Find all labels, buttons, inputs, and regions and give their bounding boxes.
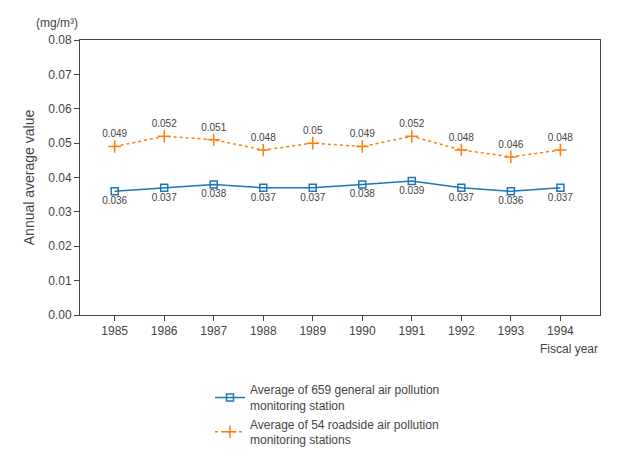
svg-text:0.06: 0.06 (48, 102, 72, 116)
svg-text:0.052: 0.052 (399, 118, 424, 129)
svg-text:0.051: 0.051 (201, 122, 226, 133)
svg-text:1986: 1986 (151, 324, 178, 338)
svg-text:0.049: 0.049 (102, 128, 127, 139)
svg-text:Average of 54 roadside air pol: Average of 54 roadside air pollutionmoni… (250, 418, 439, 448)
svg-text:0.048: 0.048 (449, 132, 474, 143)
svg-text:1989: 1989 (299, 324, 326, 338)
svg-text:0.039: 0.039 (399, 185, 424, 196)
svg-text:1985: 1985 (101, 324, 128, 338)
svg-text:0.049: 0.049 (350, 128, 375, 139)
svg-text:0.05: 0.05 (303, 125, 323, 136)
svg-text:1988: 1988 (250, 324, 277, 338)
svg-text:0.03: 0.03 (48, 205, 72, 219)
svg-text:Fiscal year: Fiscal year (540, 342, 598, 356)
svg-text:0.038: 0.038 (201, 188, 226, 199)
svg-text:0.04: 0.04 (48, 171, 72, 185)
svg-text:0.05: 0.05 (48, 136, 72, 150)
svg-text:0.052: 0.052 (152, 118, 177, 129)
svg-text:0.037: 0.037 (251, 192, 276, 203)
svg-text:(mg/m³): (mg/m³) (36, 16, 78, 30)
svg-text:0.02: 0.02 (48, 239, 72, 253)
svg-text:Average of 659 general air pol: Average of 659 general air pollutionmoni… (250, 383, 439, 413)
svg-text:0.07: 0.07 (48, 68, 72, 82)
svg-text:0.036: 0.036 (102, 195, 127, 206)
svg-text:0.01: 0.01 (48, 274, 72, 288)
svg-text:Annual average value: Annual average value (21, 110, 37, 246)
svg-text:0.048: 0.048 (548, 132, 573, 143)
svg-text:1994: 1994 (547, 324, 574, 338)
svg-text:0.037: 0.037 (449, 192, 474, 203)
svg-text:0.037: 0.037 (300, 192, 325, 203)
svg-text:0.048: 0.048 (251, 132, 276, 143)
svg-text:1987: 1987 (200, 324, 227, 338)
svg-text:0.036: 0.036 (498, 195, 523, 206)
svg-text:1990: 1990 (349, 324, 376, 338)
svg-text:1991: 1991 (398, 324, 425, 338)
svg-text:0.08: 0.08 (48, 33, 72, 47)
svg-text:0.037: 0.037 (152, 192, 177, 203)
svg-text:0.00: 0.00 (48, 308, 72, 322)
svg-text:0.046: 0.046 (498, 139, 523, 150)
svg-text:1993: 1993 (498, 324, 525, 338)
svg-text:0.038: 0.038 (350, 188, 375, 199)
svg-text:0.037: 0.037 (548, 192, 573, 203)
svg-text:1992: 1992 (448, 324, 475, 338)
